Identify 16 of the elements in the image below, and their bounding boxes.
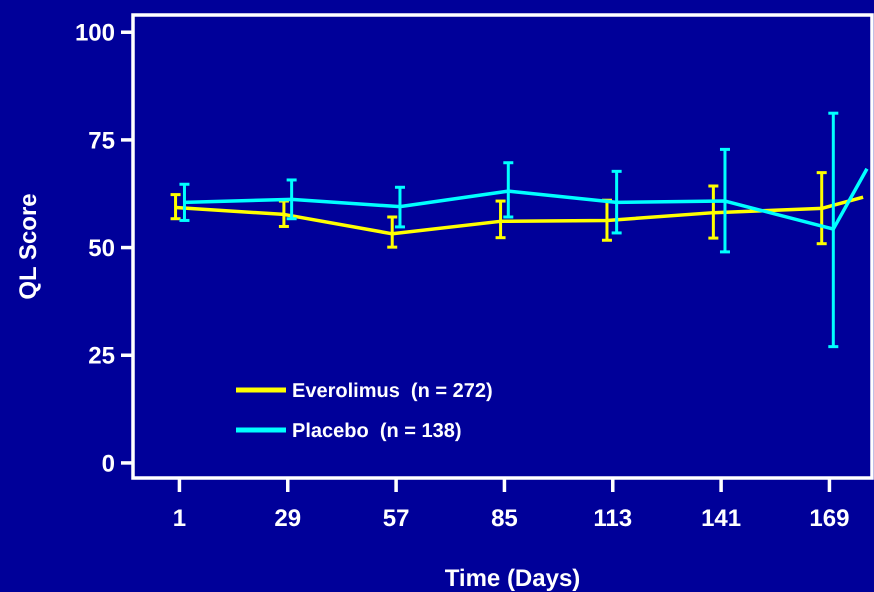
x-tick-label: 1 (172, 505, 186, 532)
x-tick-label: 169 (809, 505, 850, 532)
y-tick-label: 75 (88, 127, 115, 154)
legend-label: Everolimus (n = 272) (292, 380, 493, 402)
y-tick-label: 100 (74, 20, 115, 47)
x-tick-label: 85 (491, 505, 518, 532)
legend-label: Placebo (n = 138) (292, 420, 462, 442)
x-tick-label: 29 (274, 505, 302, 532)
y-axis-title: QL Score (15, 193, 42, 300)
x-tick-label: 141 (701, 505, 742, 532)
x-tick-label: 113 (593, 505, 632, 532)
y-tick-label: 25 (88, 342, 115, 370)
x-tick-label: 57 (382, 505, 410, 532)
y-tick-label: 0 (102, 450, 115, 478)
y-tick-label: 50 (88, 234, 115, 262)
x-axis-title: Time (Days) (444, 565, 580, 592)
